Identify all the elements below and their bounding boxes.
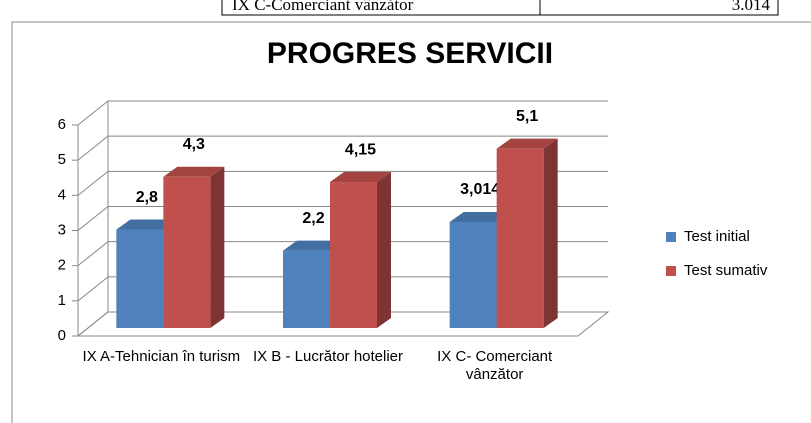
- y-tick-label: 6: [58, 116, 66, 133]
- bar-top: [496, 138, 558, 149]
- table-cell: 3.014: [732, 0, 771, 14]
- legend-swatch: [666, 266, 676, 276]
- bar-top: [163, 166, 225, 177]
- data-label: 5,1: [516, 108, 538, 125]
- x-tick-label: IX A-Tehnician în turism: [82, 348, 241, 365]
- bar: [330, 182, 377, 328]
- data-label: 2,8: [136, 189, 158, 206]
- bar: [116, 229, 164, 328]
- data-label: 4,3: [183, 136, 205, 153]
- data-label: 2,2: [302, 210, 324, 227]
- grid-line: [77, 241, 608, 267]
- bar-side: [210, 166, 225, 328]
- y-tick-label: 3: [58, 221, 66, 238]
- grid-line: [77, 276, 608, 302]
- y-tick-label: 0: [58, 327, 66, 344]
- bar: [163, 176, 211, 328]
- bar-top: [283, 240, 344, 251]
- table-cell: IX C-Comerciant vânzător: [232, 0, 414, 14]
- y-tick-label: 5: [58, 151, 66, 168]
- bar-top: [449, 212, 511, 223]
- grid-line: [77, 170, 608, 196]
- bar-top: [116, 219, 178, 230]
- data-label: 3,014: [460, 181, 500, 198]
- legend-label: Test initial: [684, 228, 750, 245]
- x-tick-label: IX B - Lucrător hotelier: [252, 348, 404, 365]
- data-label: 4,15: [345, 141, 376, 158]
- table-fragment: [221, 0, 779, 16]
- bar-top: [330, 172, 391, 183]
- grid-line: [77, 135, 608, 161]
- grid-line: [77, 206, 608, 231]
- bar-side: [377, 172, 391, 328]
- y-tick-label: 1: [58, 292, 66, 309]
- y-tick-label: 4: [58, 186, 66, 203]
- chart-frame: [11, 21, 811, 423]
- y-tick-label: 2: [58, 257, 66, 274]
- bar: [283, 250, 330, 328]
- grid-line: [77, 100, 608, 126]
- legend-label: Test sumativ: [684, 262, 768, 279]
- x-tick-label: IX C- Comerciant vânzător: [437, 348, 553, 383]
- bar-side: [543, 138, 558, 328]
- chart-title: PROGRES SERVICII: [267, 37, 553, 70]
- grid-line: [77, 311, 608, 337]
- bar: [496, 148, 544, 328]
- bar: [449, 222, 497, 328]
- legend-swatch: [666, 232, 676, 242]
